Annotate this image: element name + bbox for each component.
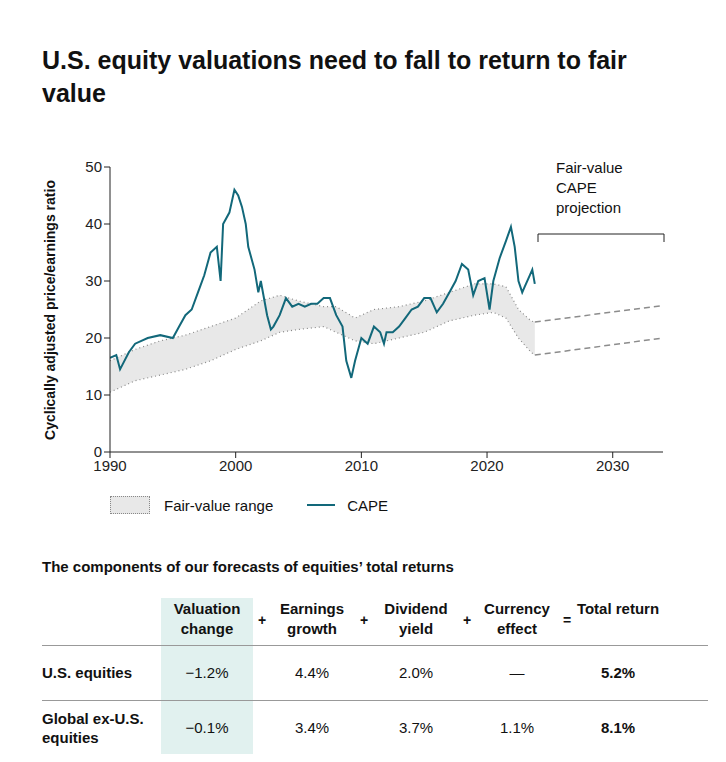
- svg-text:30: 30: [85, 272, 102, 289]
- svg-text:10: 10: [85, 386, 102, 403]
- html-text:Cyclically adjusted price/earn: Cyclically adjusted price/earnings ratio: [42, 180, 58, 440]
- html-text:Currency effect: Currency effect: [484, 600, 550, 637]
- svg-text:40: 40: [85, 215, 102, 232]
- html-text:Valuation change: Valuation change: [173, 600, 241, 637]
- html-text:8.1%: 8.1%: [600, 719, 636, 736]
- html-text:−0.1%: −0.1%: [185, 719, 229, 736]
- svg-text:50: 50: [85, 158, 102, 175]
- svg-text:2030: 2030: [596, 457, 629, 474]
- html-text:Earnings growth: Earnings growth: [279, 600, 345, 637]
- svg-text:0: 0: [94, 443, 102, 460]
- svg-text:1990: 1990: [93, 456, 127, 474]
- html-text:−1.2%: −1.2%: [185, 664, 229, 681]
- html-text:2.0%: 2.0%: [398, 664, 434, 681]
- html-text:Fair-value CAPE projection: Fair-value CAPE projection: [556, 159, 623, 216]
- html-text:U.S. equity valuations need to: U.S. equity valuations need to fall to r…: [42, 46, 627, 107]
- svg-text:20: 20: [85, 329, 102, 346]
- html-text:U.S. equities: U.S. equities: [42, 664, 132, 681]
- html-text:Fair-value range: Fair-value range: [164, 496, 274, 514]
- html-text:Dividend yield: Dividend yield: [384, 600, 448, 637]
- html-text:5.2%: 5.2%: [600, 664, 636, 681]
- html-text:3.4%: 3.4%: [294, 719, 330, 736]
- html-text:3.7%: 3.7%: [398, 719, 434, 736]
- html-text:CAPE: CAPE: [347, 496, 389, 514]
- html-text:The components of our forecast: The components of our forecasts of equit…: [42, 558, 454, 575]
- svg-text:2000: 2000: [219, 457, 252, 474]
- html-text:Total return: Total return: [576, 600, 660, 617]
- html-text:Global ex-U.S. equities: Global ex-U.S. equities: [42, 709, 144, 746]
- html-text:1.1%: 1.1%: [499, 719, 535, 736]
- svg-text:2010: 2010: [345, 457, 378, 474]
- html-text:4.4%: 4.4%: [294, 664, 330, 681]
- svg-text:2020: 2020: [470, 457, 503, 474]
